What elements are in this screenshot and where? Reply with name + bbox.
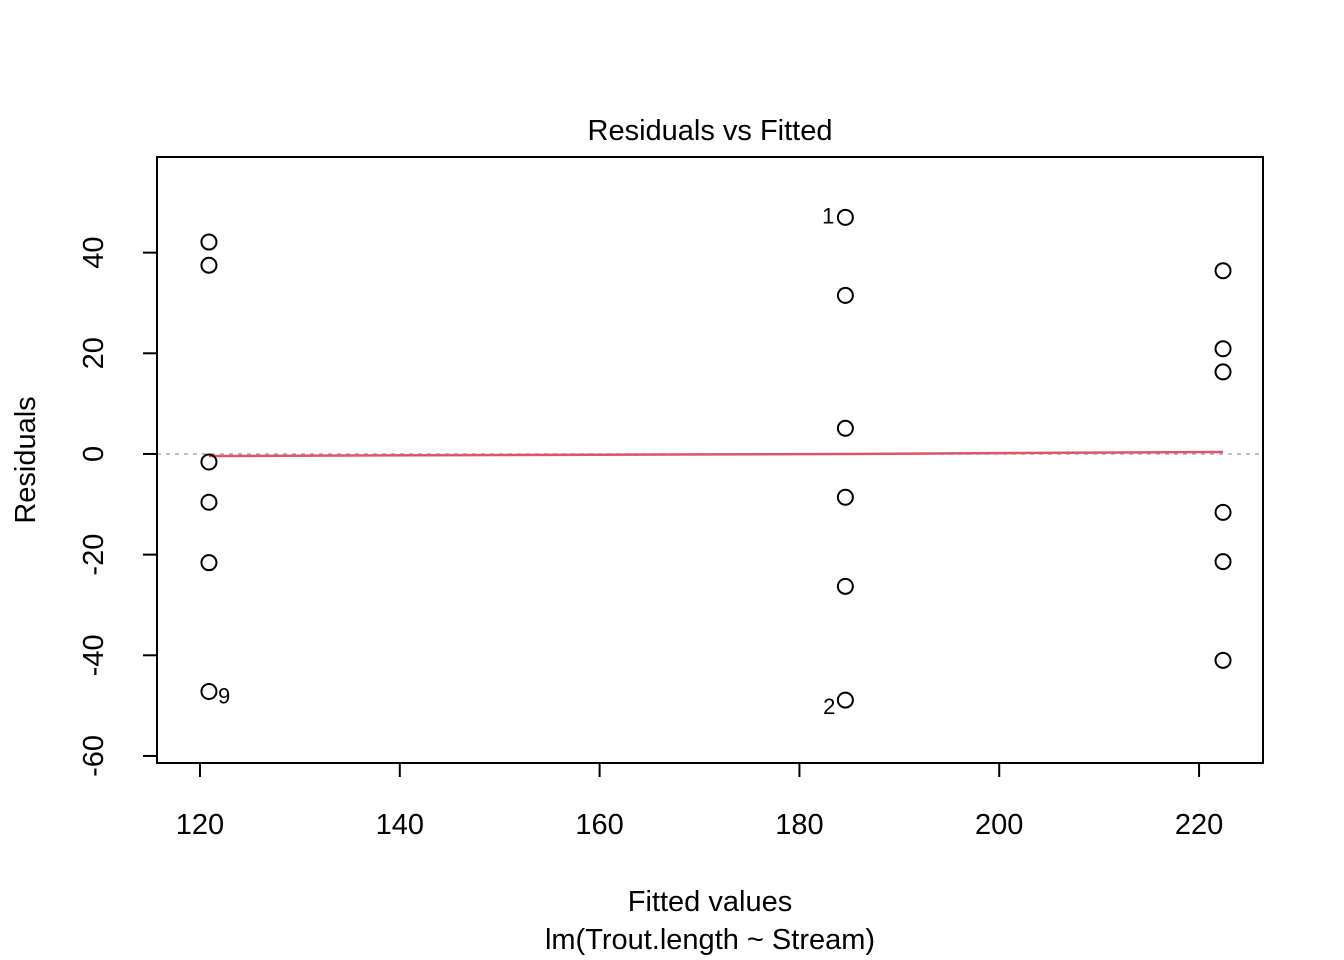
- data-point: [836, 691, 854, 709]
- data-point: [836, 286, 854, 304]
- y-axis-label: Residuals: [10, 396, 42, 523]
- point-label: 1: [822, 203, 834, 228]
- x-tick-label: 200: [975, 809, 1023, 841]
- x-tick-label: 140: [376, 809, 424, 841]
- x-tick-label: 160: [575, 809, 623, 841]
- data-point: [200, 233, 218, 251]
- chart-title: Residuals vs Fitted: [588, 115, 833, 147]
- data-point: [1214, 340, 1232, 358]
- data-point: [836, 419, 854, 437]
- data-point: [836, 208, 854, 226]
- data-point: [1214, 363, 1232, 381]
- y-tick-label: 20: [78, 337, 110, 369]
- x-tick-label: 220: [1175, 809, 1223, 841]
- plot-area: 9 1 2: [157, 203, 1263, 719]
- point-labels: 9 1 2: [218, 203, 835, 719]
- y-tick-label: 40: [78, 236, 110, 268]
- point-label: 9: [218, 684, 230, 709]
- y-tick-label: -40: [78, 634, 110, 676]
- data-point: [1214, 553, 1232, 571]
- x-tick-label: 120: [176, 809, 224, 841]
- y-tick-label: -20: [78, 534, 110, 576]
- data-points: [200, 208, 1232, 709]
- y-axis: -60 -40 -20 0 20 40: [78, 236, 158, 777]
- data-point: [1214, 651, 1232, 669]
- data-point: [200, 256, 218, 274]
- plot-frame: [156, 156, 1264, 764]
- x-tick-label: 180: [775, 809, 823, 841]
- data-point: [200, 493, 218, 511]
- y-tick-label: -60: [78, 735, 110, 777]
- x-axis: 120 140 160 180 200 220: [176, 762, 1223, 841]
- smoothed-trend-line: [208, 450, 1224, 458]
- x-axis-sublabel: lm(Trout.length ~ Stream): [545, 924, 875, 956]
- point-label: 2: [823, 694, 835, 719]
- data-point: [200, 554, 218, 572]
- data-point: [836, 577, 854, 595]
- data-point: [1214, 262, 1232, 280]
- y-tick-label: 0: [78, 446, 110, 462]
- data-point: [836, 488, 854, 506]
- data-point: [200, 453, 218, 471]
- data-point: [1214, 503, 1232, 521]
- data-point: [200, 683, 218, 701]
- x-axis-label: Fitted values: [628, 886, 792, 918]
